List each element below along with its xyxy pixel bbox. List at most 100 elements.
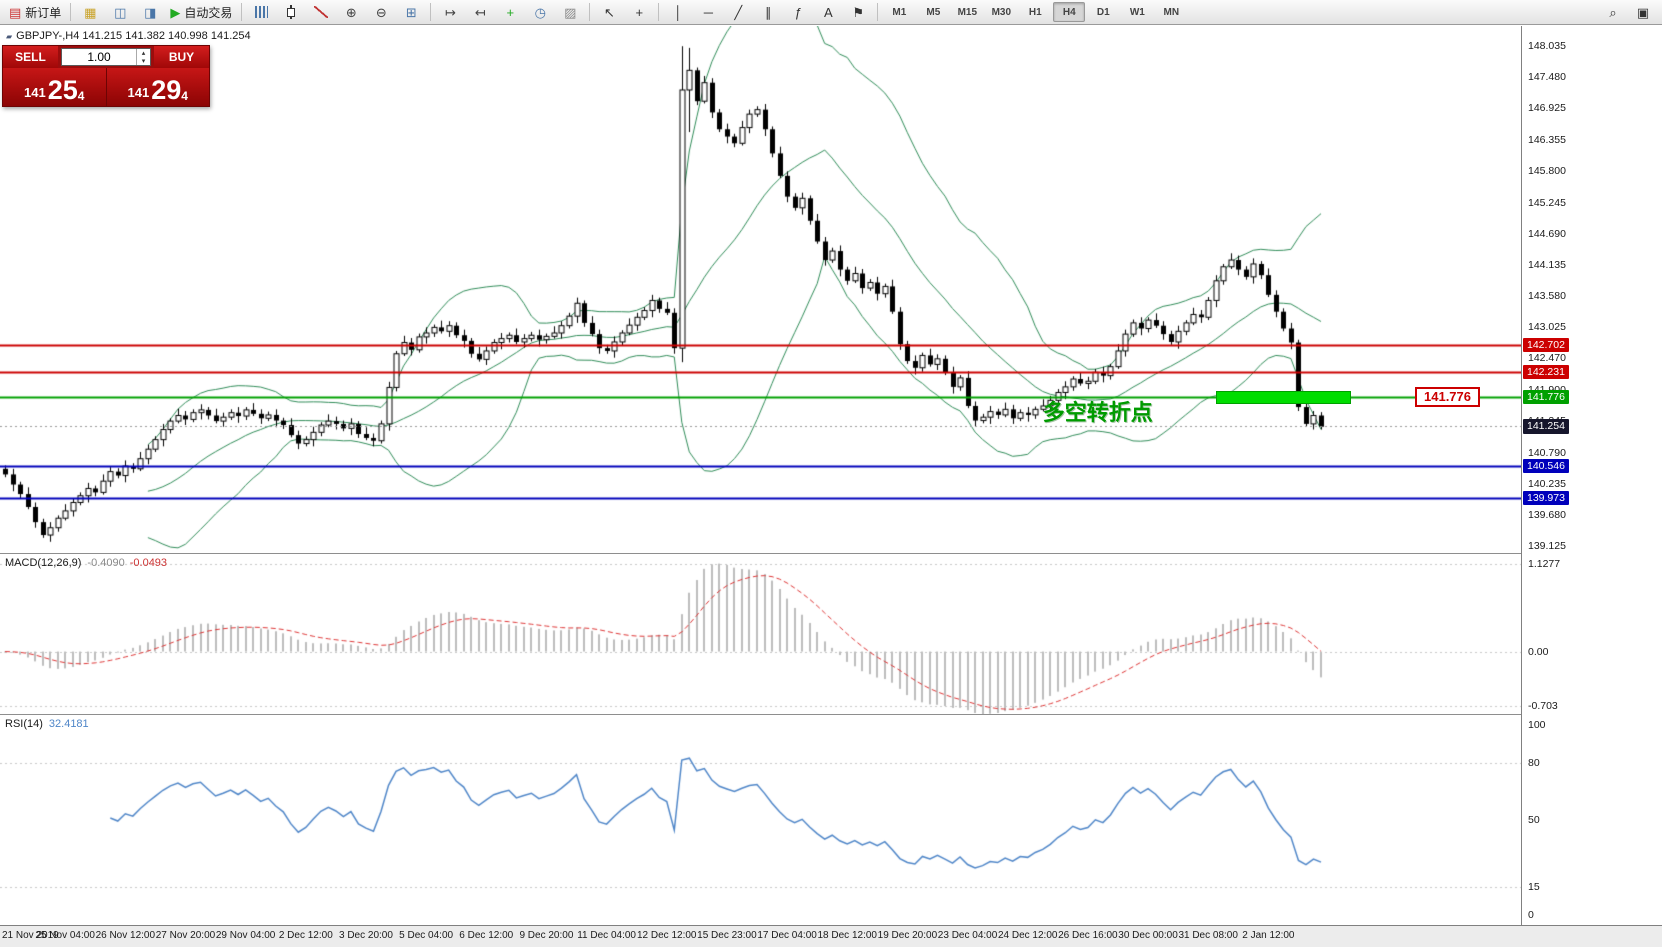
autotrading-button[interactable]: ▶ 自动交易 — [166, 1, 236, 23]
time-tick: 6 Dec 12:00 — [459, 930, 514, 941]
price-tick: 143.580 — [1528, 289, 1566, 302]
time-tick: 9 Dec 20:00 — [519, 930, 574, 941]
market-watch-button[interactable]: ▦ — [76, 1, 104, 23]
trendline-icon: ╱ — [734, 4, 743, 20]
chart-ohlc-text: GBPJPY-,H4 141.215 141.382 140.998 141.2… — [16, 30, 251, 42]
timeframe-w1-button[interactable]: W1 — [1129, 6, 1145, 18]
buy-label[interactable]: BUY — [154, 46, 209, 68]
template-icon: ▨ — [564, 4, 577, 20]
horizontal-line-button[interactable]: ─ — [694, 1, 722, 23]
bar-chart-button[interactable] — [247, 1, 275, 23]
time-tick: 30 Dec 00:00 — [1118, 930, 1178, 941]
chart-annotation-text[interactable]: 多空转折点 — [1042, 400, 1153, 426]
template-button[interactable]: ▨ — [556, 1, 584, 23]
rsi-tick: 0 — [1528, 909, 1534, 922]
candlestick-chart-button[interactable] — [277, 1, 305, 23]
auto-scroll-icon: ↦ — [444, 4, 456, 20]
macd-label: MACD(12,26,9) — [5, 557, 82, 569]
period-button[interactable]: ◷ — [526, 1, 554, 23]
crosshair-icon: + — [635, 4, 644, 20]
vertical-line-icon: │ — [674, 4, 683, 20]
toolbar-separator — [658, 3, 660, 21]
time-tick: 11 Dec 04:00 — [577, 930, 636, 941]
buy-price-sup: 4 — [181, 89, 188, 103]
zoom-in-button[interactable]: ⊕ — [337, 1, 365, 23]
fibonacci-button[interactable]: ƒ — [784, 1, 812, 23]
vertical-line-button[interactable]: │ — [664, 1, 692, 23]
timeframe-m30-button[interactable]: M30 — [991, 6, 1012, 18]
time-tick: 18 Dec 12:00 — [817, 930, 877, 941]
autotrading-icon: ▶ — [170, 4, 181, 20]
time-tick: 19 Dec 20:00 — [877, 930, 938, 941]
new-order-icon: ▤ — [9, 4, 22, 20]
volume-step-down-icon[interactable]: ▾ — [141, 57, 146, 65]
rsi-tick: 15 — [1528, 880, 1540, 893]
rsi-value: 32.4181 — [48, 718, 89, 730]
timeframe-m1-button[interactable]: M1 — [892, 6, 907, 18]
timeframe-mn-button[interactable]: MN — [1163, 6, 1180, 18]
data-window-button[interactable]: ◫ — [106, 1, 134, 23]
toolbar-right-group: ⌕ ▣ — [1598, 0, 1658, 24]
period-icon: ◷ — [534, 4, 546, 20]
rsi-label: RSI(14) — [5, 718, 43, 730]
timeframe-h4-button[interactable]: H4 — [1053, 2, 1086, 22]
volume-step-up-icon[interactable]: ▴ — [141, 49, 146, 57]
timeframe-d1-button[interactable]: D1 — [1096, 6, 1110, 18]
arrow-tools-icon: ⚑ — [852, 4, 865, 20]
toolbar-separator — [877, 3, 879, 21]
auto-scroll-button[interactable]: ↦ — [436, 1, 464, 23]
channel-button[interactable]: ∥ — [754, 1, 782, 23]
price-tick: 139.680 — [1528, 508, 1566, 521]
price-level-tag: 142.702 — [1523, 338, 1569, 353]
volume-input[interactable]: 1.00 ▴ ▾ — [61, 48, 151, 66]
price-tick: 139.125 — [1528, 539, 1566, 552]
volume-value[interactable]: 1.00 — [87, 50, 111, 64]
price-tick: 143.025 — [1528, 321, 1566, 334]
time-tick: 15 Dec 23:00 — [697, 930, 757, 941]
sell-button[interactable]: 141 25 4 — [3, 68, 107, 106]
sell-label[interactable]: SELL — [3, 46, 58, 68]
main-chart-canvas[interactable] — [0, 26, 1521, 553]
layout-button[interactable]: ▣ — [1629, 1, 1657, 23]
search-button[interactable]: ⌕ — [1599, 1, 1627, 23]
rsi-panel-canvas[interactable] — [0, 715, 1521, 925]
price-axis[interactable]: 148.035 147.480 146.925 146.355 145.800 145.2… — [1521, 26, 1662, 925]
new-order-button[interactable]: ▤ 新订单 — [5, 1, 65, 23]
price-tick: 140.790 — [1528, 446, 1566, 459]
price-tick: 140.235 — [1528, 477, 1566, 490]
time-tick: 21 Nov 2019 — [2, 930, 59, 941]
price-label[interactable]: 141.776 — [1415, 387, 1480, 408]
price-tick: 144.690 — [1528, 227, 1566, 240]
time-tick: 26 Dec 16:00 — [1058, 930, 1118, 941]
trendline-button[interactable]: ╱ — [724, 1, 752, 23]
timeframe-m15-button[interactable]: M15 — [957, 6, 978, 18]
macd-panel-canvas[interactable] — [0, 554, 1521, 714]
buy-button[interactable]: 141 29 4 — [106, 68, 209, 106]
price-level-tag: 142.231 — [1523, 364, 1569, 379]
rsi-tick: 80 — [1528, 756, 1540, 769]
time-axis[interactable]: 21 Nov 2019 25 Nov 04:00 26 Nov 12:00 27 No… — [0, 925, 1662, 947]
highlight-rectangle[interactable] — [1215, 390, 1352, 404]
zoom-out-button[interactable]: ⊖ — [367, 1, 395, 23]
search-icon: ⌕ — [1609, 4, 1617, 20]
macd-tick: -0.703 — [1528, 700, 1558, 713]
panel-separator[interactable] — [0, 553, 1662, 554]
crosshair-button[interactable]: + — [625, 1, 653, 23]
price-tick: 147.480 — [1528, 71, 1566, 84]
panel-separator[interactable] — [0, 714, 1662, 715]
market-watch-icon: ▦ — [84, 4, 97, 20]
new-chart-button[interactable]: + — [496, 1, 524, 23]
text-button[interactable]: A — [814, 1, 842, 23]
price-tick: 145.245 — [1528, 196, 1566, 209]
cursor-button[interactable]: ↖ — [595, 1, 623, 23]
chart-shift-button[interactable]: ↤ — [466, 1, 494, 23]
tile-windows-button[interactable]: ⊞ — [397, 1, 425, 23]
timeframe-m5-button[interactable]: M5 — [926, 6, 941, 18]
line-chart-button[interactable] — [307, 1, 335, 23]
cursor-icon: ↖ — [603, 4, 615, 20]
time-tick: 2 Dec 12:00 — [278, 930, 333, 941]
arrow-tools-button[interactable]: ⚑ — [844, 1, 872, 23]
macd-tick: 1.1277 — [1528, 557, 1561, 570]
timeframe-h1-button[interactable]: H1 — [1028, 6, 1042, 18]
terminal-button[interactable]: ◨ — [136, 1, 164, 23]
